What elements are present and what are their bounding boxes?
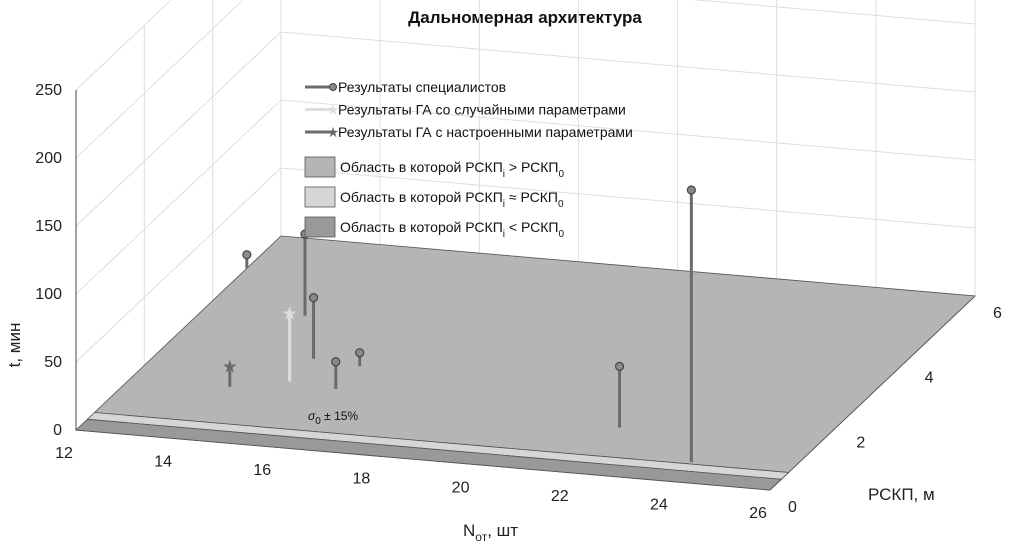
z-tick-label: 0: [53, 422, 62, 439]
legend-region-swatch: [304, 156, 336, 178]
y-tick-label: 6: [993, 305, 1002, 322]
stem-marker-star: ★: [222, 356, 238, 376]
legend-label: Результаты ГА с настроенными параметрами: [338, 124, 633, 140]
x-tick-label: 16: [253, 462, 271, 479]
legend-region-label: Область в которой РСКПi > РСКП0: [340, 159, 564, 180]
y-axis-label: РСКП, м: [868, 485, 935, 504]
x-tick-label: 20: [452, 479, 470, 496]
x-tick-label: 14: [154, 454, 172, 471]
legend-marker-circle: [329, 83, 337, 91]
stem-marker-circle: [242, 250, 252, 260]
stem-marker-circle: [614, 361, 625, 371]
x-tick-label: 24: [650, 496, 668, 513]
z-tick-label: 250: [35, 82, 62, 99]
y-tick-label: 4: [925, 370, 934, 387]
plane-less: [75, 418, 783, 491]
y-tick-label: 0: [788, 499, 797, 516]
legend-region-label: Область в которой РСКПi ≈ РСКП0: [340, 189, 564, 210]
legend-region-swatch: [304, 216, 336, 238]
z-tick-label: 200: [35, 150, 62, 167]
region-planes: [75, 235, 976, 491]
z-tick-label: 50: [44, 354, 62, 371]
stem-marker-circle: [686, 185, 696, 195]
legend: Результаты специалистов★Результаты ГА со…: [304, 79, 633, 240]
legend-label: Результаты специалистов: [338, 79, 506, 95]
legend-region-label: Область в которой РСКПi < РСКП0: [340, 219, 564, 240]
stem-marker-circle: [308, 292, 319, 303]
x-tick-label: 26: [749, 505, 767, 522]
z-axis-label: t, мин: [5, 323, 24, 368]
stem-marker-circle: [331, 357, 341, 367]
z-tick-label: 150: [35, 218, 62, 235]
sigma-annotation: σ0 ± 15%: [308, 409, 358, 427]
x-tick-label: 22: [551, 488, 569, 505]
chart-title: Дальномерная архитектура: [408, 8, 642, 27]
x-tick-label: 12: [55, 445, 73, 462]
stem-marker-star: ★: [282, 303, 298, 323]
legend-marker-star: ★: [327, 102, 340, 118]
legend-region-swatch: [304, 186, 336, 208]
stem-marker-circle: [355, 348, 365, 358]
legend-label: Результаты ГА со случайными параметрами: [338, 102, 626, 118]
z-tick-label: 100: [35, 286, 62, 303]
legend-marker-star: ★: [327, 124, 340, 140]
y-tick-label: 2: [856, 434, 865, 451]
x-tick-label: 18: [353, 471, 371, 488]
data-stems: ★★: [222, 185, 696, 463]
x-axis-label: Nот, шт: [463, 521, 518, 544]
